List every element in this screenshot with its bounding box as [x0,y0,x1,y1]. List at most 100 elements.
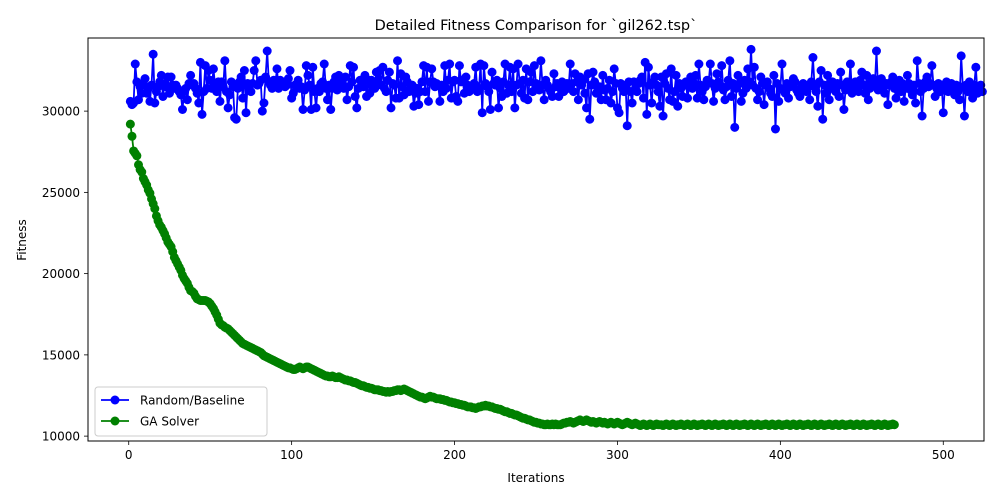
data-point [784,93,794,103]
data-point [699,95,709,105]
data-point [977,87,987,97]
data-point [454,61,464,71]
data-point [627,98,637,108]
data-point [220,56,230,66]
data-point [834,92,844,101]
data-point [683,93,693,103]
data-point [150,204,160,214]
data-point [322,95,332,105]
data-point [445,59,455,69]
data-point [347,77,357,87]
data-point [653,87,663,97]
data-point [691,70,701,80]
data-point [127,131,137,141]
data-point [622,121,632,131]
data-point [474,83,484,93]
plot-frame [87,37,985,442]
data-point [565,59,575,69]
legend-marker-ga [110,416,120,426]
data-point [818,114,828,124]
data-point [215,96,225,106]
data-point [529,61,539,71]
data-point [384,67,394,77]
data-point [285,66,295,75]
y-tick-label: 20000 [42,267,80,281]
data-point [971,62,981,72]
data-point [510,103,520,113]
data-point [487,67,497,77]
y-tick-label: 30000 [42,105,80,119]
legend: Random/Baseline GA Solver [94,386,268,437]
data-point [777,59,787,69]
data-point [249,66,259,75]
data-point [891,93,901,103]
data-point [523,95,533,105]
x-tick-label: 300 [606,448,629,462]
data-point [340,72,350,82]
data-point [754,87,764,97]
data-point [182,95,192,105]
data-point [352,103,362,113]
data-point [642,109,652,119]
data-point [186,70,196,80]
data-point [303,70,313,80]
data-point [549,69,559,79]
data-point [257,106,267,116]
data-point [241,108,251,118]
y-tick-label: 10000 [42,430,80,444]
y-axis-title: Fitness [15,219,29,261]
data-point [863,95,873,105]
data-point [871,46,881,56]
data-point [231,114,241,124]
data-point [647,98,657,108]
data-point [342,95,352,105]
data-point [283,74,293,84]
data-point [417,77,427,87]
data-point [639,93,649,103]
data-point [588,67,598,77]
data-point [726,92,736,101]
data-point [824,95,834,105]
data-point [272,64,282,74]
data-point [381,87,391,97]
data-point [580,88,590,98]
x-tick-label: 0 [125,448,133,462]
data-point [753,95,763,105]
data-point [811,87,821,97]
data-point [194,98,204,108]
data-point [795,92,805,101]
data-point [477,108,487,118]
data-point [816,66,826,75]
data-point [746,44,756,54]
data-point [955,95,965,105]
data-point [298,105,308,114]
data-point [414,100,424,110]
data-point [225,90,235,100]
data-point [673,101,683,111]
data-point [461,72,471,82]
data-point [912,56,922,66]
data-point [423,96,433,106]
data-point [350,92,360,101]
data-point [578,75,588,85]
data-point [749,62,759,72]
y-tick-label: 25000 [42,186,80,200]
data-point [666,64,676,74]
legend-box [94,386,268,437]
data-point [717,61,727,71]
y-axis: 10000 15000 20000 25000 30000 [42,105,88,444]
data-point [223,103,233,113]
data-point [902,70,912,80]
data-point [441,83,451,93]
y-tick-label: 15000 [42,348,80,362]
data-point [386,103,396,113]
data-point [705,59,715,69]
data-point [736,96,746,106]
data-point [655,101,665,111]
data-point [959,111,969,121]
data-point [479,61,489,71]
data-point [770,124,780,134]
data-point [836,67,846,77]
data-point [262,46,272,56]
data-point [889,420,899,430]
